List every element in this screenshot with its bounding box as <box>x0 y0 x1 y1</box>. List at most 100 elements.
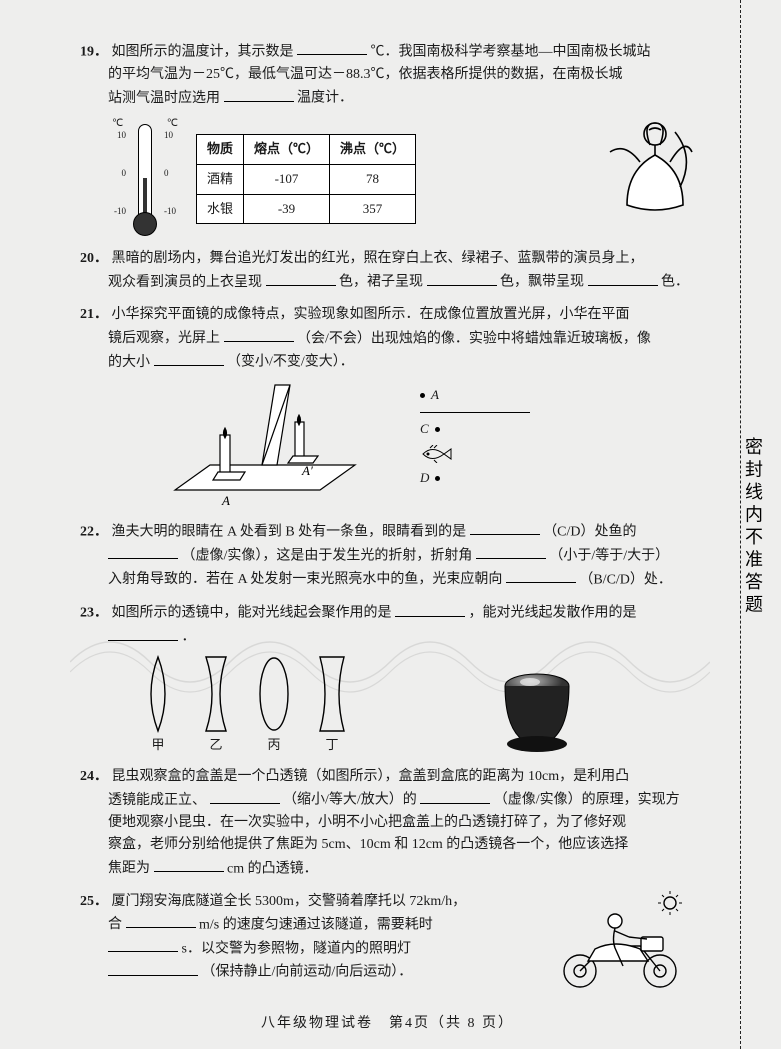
water-line <box>420 412 530 413</box>
q25-text-3b: s．以交警为参照物，隧道内的照明灯 <box>182 941 411 956</box>
q25-blank-3[interactable] <box>108 960 198 975</box>
q19-figure-row: ℃ ℃ 10 0 -10 10 0 -10 物质 <box>80 118 695 238</box>
q24-text-3: 便地观察小昆虫．在一次实验中，小明不小心把盒盖上的凸透镜打碎了，为了修好观 <box>108 815 626 830</box>
thermo-ticks-left: 10 0 -10 <box>114 128 126 218</box>
q24-text-4: 察盒，老师分别给他提供了焦距为 5cm、10cm 和 12cm 的凸透镜各一个，… <box>108 837 628 852</box>
thermo-bulb <box>133 212 157 236</box>
q22-blank-4[interactable] <box>506 568 576 583</box>
q25-text-2b: m/s 的速度匀速通过该隧道，需要耗时 <box>199 917 433 932</box>
dancer-girl-icon <box>605 112 695 232</box>
q21-figure-row: A A′ A C D <box>170 380 695 510</box>
q25-number: 25． <box>80 894 108 909</box>
table-cell: -107 <box>244 164 330 194</box>
q20-text-2b: 色，裙子呈现 <box>339 275 423 290</box>
q24-text-2b: （缩小/等大/放大）的 <box>283 793 417 808</box>
q19-text-1: 如图所示的温度计，其示数是 <box>112 44 294 59</box>
q20-text-2c: 色，飘带呈现 <box>500 275 584 290</box>
label-D: D <box>420 468 429 489</box>
question-19: 19． 如图所示的温度计，其示数是 ℃．我国南极科学考察基地—中国南极长城站 的… <box>80 40 695 238</box>
question-23: 23． 如图所示的透镜中，能对光线起会聚作用的是 ，能对光线起发散作用的是 ． … <box>80 601 695 755</box>
q23-blank-2[interactable] <box>108 625 178 640</box>
lens-figure-row: 甲 乙 丙 丁 <box>140 655 695 756</box>
table-cell: -39 <box>244 194 330 224</box>
q25-text-1: 厦门翔安海底隧道全长 5300m，交警骑着摩托以 72km/h， <box>112 894 467 909</box>
q22-blank-1[interactable] <box>470 520 540 535</box>
q22-number: 22． <box>80 524 108 539</box>
q24-text-5b: cm 的凸透镜． <box>227 861 318 876</box>
q20-text-2a: 观众看到演员的上衣呈现 <box>108 275 262 290</box>
q19-text-3a: 站测气温时应选用 <box>108 91 220 106</box>
q20-blank-3[interactable] <box>588 270 658 285</box>
table-cell: 78 <box>330 164 416 194</box>
question-22: 22． 渔夫大明的眼睛在 A 处看到 B 处有一条鱼，眼睛看到的是 （C/D）处… <box>80 520 695 591</box>
table-header: 物质 <box>197 134 244 164</box>
q22-text-3a: 入射角导致的．若在 A 处发射一束光照亮水中的鱼，光束应朝向 <box>108 572 502 587</box>
exam-page: 19． 如图所示的温度计，其示数是 ℃．我国南极科学考察基地—中国南极长城站 的… <box>80 40 695 1035</box>
q25-text-4b: （保持静止/向前运动/向后运动）． <box>202 965 413 980</box>
q22-labels-figure: A C D <box>420 380 530 493</box>
q20-text-1: 黑暗的剧场内，舞台追光灯发出的红光，照在穿白上衣、绿裙子、蓝飘带的演员身上， <box>112 251 644 266</box>
lens-bing: 丙 <box>256 655 292 756</box>
q20-number: 20． <box>80 251 108 266</box>
q22-text-1b: （C/D）处鱼的 <box>543 524 636 539</box>
q25-blank-2[interactable] <box>108 937 178 952</box>
dot-icon <box>420 393 425 398</box>
q25-text-2a: 合 <box>108 917 122 932</box>
page-footer: 八年级物理试卷 第4页（共 8 页） <box>80 1013 695 1035</box>
convex-lens-icon <box>140 655 176 733</box>
q24-blank-2[interactable] <box>420 788 490 803</box>
q20-text-2d: 色． <box>661 275 689 290</box>
lens-ding: 丁 <box>314 655 350 756</box>
q19-blank-2[interactable] <box>224 86 294 101</box>
q19-text-2: 的平均气温为－25℃，最低气温可达－88.3℃，依据表格所提供的数据，在南极长城 <box>108 67 623 82</box>
table-cell: 357 <box>330 194 416 224</box>
q23-text-2: ． <box>182 630 196 645</box>
q24-number: 24． <box>80 769 108 784</box>
table-cell: 酒精 <box>197 164 244 194</box>
q20-blank-1[interactable] <box>266 270 336 285</box>
q22-text-2b: （虚像/实像），这是由于发生光的折射，折射角 <box>182 548 473 563</box>
biconvex-lens-icon <box>256 655 292 733</box>
q21-text-3b: （变小/不变/变大）． <box>227 355 354 370</box>
q22-text-2c: （小于/等于/大于） <box>549 548 669 563</box>
q21-text-1: 小华探究平面镜的成像特点，实验现象如图所示．在成像位置放置光屏，小华在平面 <box>112 307 630 322</box>
label-A: A <box>431 385 439 406</box>
q19-text-3b: 温度计． <box>297 91 353 106</box>
q21-blank-1[interactable] <box>224 327 294 342</box>
q24-blank-1[interactable] <box>210 788 280 803</box>
q24-blank-3[interactable] <box>154 857 224 872</box>
fish-icon <box>420 445 452 463</box>
table-header: 熔点（℃） <box>244 134 330 164</box>
plane-mirror-figure: A A′ <box>170 380 360 510</box>
plano-concave-icon <box>198 655 234 733</box>
q25-blank-1[interactable] <box>126 913 196 928</box>
q19-blank-1[interactable] <box>297 40 367 55</box>
question-25: 25． 厦门翔安海底隧道全长 5300m，交警骑着摩托以 72km/h， 合 m… <box>80 891 695 991</box>
q23-blank-1[interactable] <box>395 601 465 616</box>
q21-text-2b: （会/不会）出现烛焰的像．实验中将蜡烛靠近玻璃板，像 <box>297 331 651 346</box>
q24-text-5a: 焦距为 <box>108 861 150 876</box>
label-Aprime: A′ <box>301 463 313 478</box>
question-20: 20． 黑暗的剧场内，舞台追光灯发出的红光，照在穿白上衣、绿裙子、蓝飘带的演员身… <box>80 248 695 294</box>
q23-number: 23． <box>80 606 108 621</box>
q21-text-2a: 镜后观察，光屏上 <box>108 331 220 346</box>
q24-text-1: 昆虫观察盒的盒盖是一个凸透镜（如图所示），盒盖到盒底的距离为 10cm，是利用凸 <box>112 769 630 784</box>
q19-table: 物质 熔点（℃） 沸点（℃） 酒精 -107 78 水银 -39 357 <box>196 134 416 224</box>
q21-number: 21． <box>80 307 108 322</box>
dot-icon <box>435 476 440 481</box>
q21-blank-2[interactable] <box>154 350 224 365</box>
thermo-ticks-right: 10 0 -10 <box>164 128 176 218</box>
q24-text-2c: （虚像/实像）的原理，实现方 <box>494 793 680 808</box>
q22-blank-2[interactable] <box>108 544 178 559</box>
question-24: 24． 昆虫观察盒的盒盖是一个凸透镜（如图所示），盒盖到盒底的距离为 10cm，… <box>80 766 695 881</box>
lens-yi: 乙 <box>198 655 234 756</box>
q19-text-1b: ℃．我国南极科学考察基地—中国南极长城站 <box>371 44 651 59</box>
motorcycle-icon <box>545 891 695 991</box>
q21-text-3a: 的大小 <box>108 355 150 370</box>
lens-jia: 甲 <box>140 655 176 756</box>
q22-text-1a: 渔夫大明的眼睛在 A 处看到 B 处有一条鱼，眼睛看到的是 <box>112 524 467 539</box>
q22-blank-3[interactable] <box>476 544 546 559</box>
q20-blank-2[interactable] <box>427 270 497 285</box>
table-header: 沸点（℃） <box>330 134 416 164</box>
cut-line-text: 密 封 线 内 不 准 答 题 <box>743 0 763 1049</box>
